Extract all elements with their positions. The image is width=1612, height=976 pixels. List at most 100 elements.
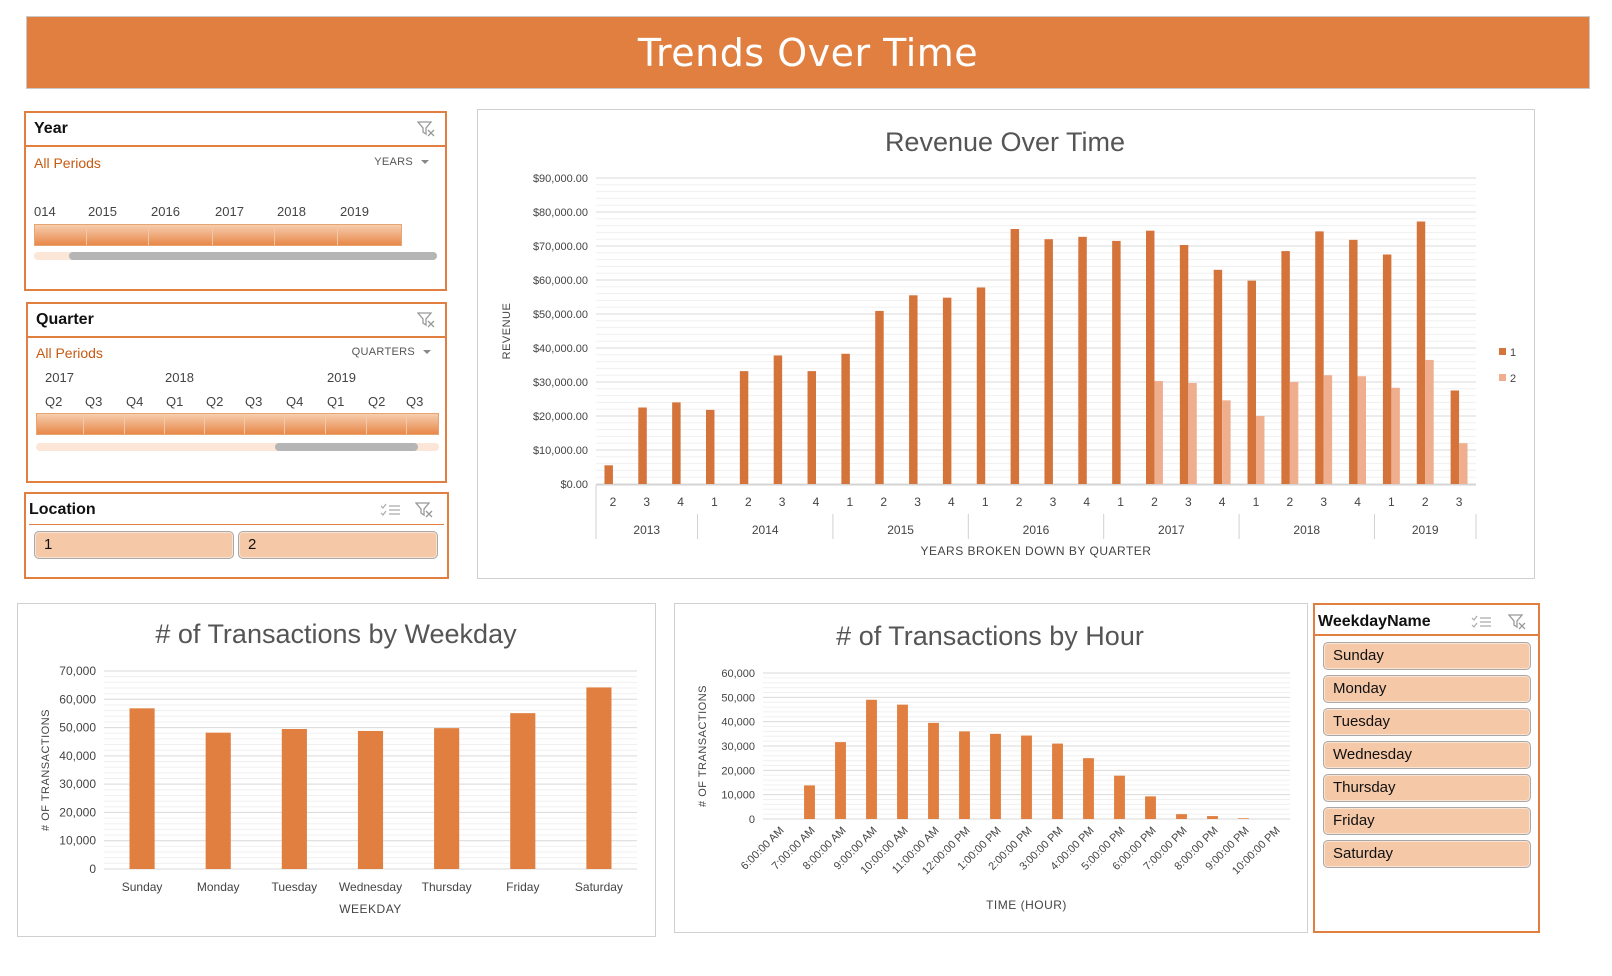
clear-filter-icon[interactable] <box>417 312 435 328</box>
scrollbar-thumb[interactable] <box>69 252 437 260</box>
multi-select-icon[interactable] <box>379 502 401 518</box>
timeline-year-label: 2016 <box>151 204 180 219</box>
revenue-chart: $0.00 $10,000.00 $20,000.00 $30,000.00 $40,0… <box>501 127 1516 558</box>
y-tick-label: 30,000 <box>721 741 755 753</box>
x-group-label: 2013 <box>633 523 660 537</box>
timeline-selection-bar[interactable] <box>36 413 439 435</box>
x-tick-label: 3 <box>914 495 921 509</box>
y-tick-label: 50,000 <box>721 692 755 704</box>
bar-series-1 <box>1044 239 1053 484</box>
year-slicer[interactable]: Year All Periods YEARS 014 2015 2016 201… <box>24 111 447 291</box>
weekday-item-wednesday[interactable]: Wednesday <box>1323 741 1531 769</box>
bar-value <box>990 733 1001 819</box>
bar-value <box>804 785 815 819</box>
bar-series-1 <box>1213 269 1223 484</box>
bar-series-1 <box>976 287 986 484</box>
x-tick-label: 4 <box>1083 495 1090 509</box>
location-slicer[interactable]: Location 1 2 <box>24 492 449 579</box>
weekday-item-friday[interactable]: Friday <box>1323 807 1531 835</box>
timeline-year-label: 2019 <box>340 204 369 219</box>
weekday-item-tuesday[interactable]: Tuesday <box>1323 708 1531 736</box>
timeline-scrollbar[interactable] <box>36 443 439 451</box>
y-tick-label: 0 <box>749 814 755 826</box>
y-tick-label: $0.00 <box>560 479 588 491</box>
weekday-chart: 0 10,000 20,000 30,000 40,000 50,000 60,000 70,… <box>40 619 637 916</box>
bar-value <box>129 708 155 869</box>
bar-series-1 <box>1416 221 1426 484</box>
y-tick-label: 60,000 <box>59 692 96 706</box>
location-slicer-header: Location <box>26 494 447 525</box>
x-tick-label: Friday <box>506 880 539 894</box>
legend-label: 1 <box>1510 347 1516 359</box>
weekday-slicer[interactable]: WeekdayName Sunday Monday Tuesday Wednes… <box>1313 603 1540 933</box>
legend-label: 2 <box>1510 373 1516 385</box>
year-slicer-title: Year <box>34 120 68 137</box>
hour-chart: 0 10,000 20,000 30,000 40,000 50,000 60,000 # o… <box>697 621 1290 912</box>
weekday-slicer-header: WeekdayName <box>1315 605 1538 636</box>
bar-value <box>510 713 536 869</box>
weekday-item-thursday[interactable]: Thursday <box>1323 774 1531 802</box>
timeline-quarter-label: Q4 <box>126 394 144 409</box>
location-item-2[interactable]: 2 <box>238 531 438 559</box>
legend-swatch <box>1499 374 1506 381</box>
chart-title: # of Transactions by Weekday <box>155 619 517 649</box>
bar-series-1 <box>773 355 783 484</box>
x-tick-label: 1 <box>982 495 989 509</box>
bar-value <box>866 699 877 819</box>
x-tick-label: 3 <box>779 495 786 509</box>
bar-series-1 <box>1179 244 1189 484</box>
clear-filter-icon[interactable] <box>417 121 435 137</box>
y-tick-label: 40,000 <box>721 717 755 729</box>
x-group-label: 2015 <box>887 523 914 537</box>
timeline-quarter-label: Q3 <box>406 394 424 409</box>
bar-series-1 <box>1281 251 1290 484</box>
bar-series-1 <box>739 371 749 484</box>
y-axis-title: # OF TRANSACTIONS <box>697 685 709 807</box>
bar-value <box>1083 758 1094 819</box>
quarter-slicer[interactable]: Quarter All Periods QUARTERS 2017 2018 2… <box>26 302 447 483</box>
y-tick-label: $10,000.00 <box>533 445 588 457</box>
timeline-quarter-label: Q1 <box>327 394 345 409</box>
weekday-item-saturday[interactable]: Saturday <box>1323 840 1531 868</box>
timeline-selection-bar[interactable] <box>34 224 402 246</box>
bar-value <box>434 728 460 869</box>
x-group-label: 2019 <box>1412 523 1439 537</box>
multi-select-icon[interactable] <box>1470 614 1492 630</box>
y-tick-label: $70,000.00 <box>533 241 588 253</box>
y-tick-label: $30,000.00 <box>533 377 588 389</box>
x-tick-label: 1 <box>847 495 854 509</box>
timeline-year-label: 2018 <box>277 204 306 219</box>
bar-series-1 <box>604 465 613 484</box>
scrollbar-thumb[interactable] <box>275 443 418 451</box>
bar-series-1 <box>1315 231 1324 484</box>
time-level-dropdown[interactable]: QUARTERS <box>352 346 431 358</box>
hour-chart-panel: 0 10,000 20,000 30,000 40,000 50,000 60,000 # o… <box>674 603 1308 933</box>
y-tick-label: $50,000.00 <box>533 309 588 321</box>
x-tick-label: 3 <box>1050 495 1057 509</box>
clear-filter-icon[interactable] <box>415 502 433 518</box>
x-tick-label: Tuesday <box>272 880 318 894</box>
timeline-scrollbar[interactable] <box>34 252 437 260</box>
clear-filter-icon[interactable] <box>1508 614 1526 630</box>
x-tick-label: 3 <box>1185 495 1192 509</box>
time-level-dropdown[interactable]: YEARS <box>374 156 429 168</box>
y-tick-label: 20,000 <box>721 765 755 777</box>
bar-value <box>1021 735 1032 819</box>
x-tick-label: 2 <box>745 495 752 509</box>
x-tick-label: 3 <box>643 495 650 509</box>
bar-value <box>1238 818 1249 819</box>
location-item-1[interactable]: 1 <box>34 531 234 559</box>
timeline-year-label: 2015 <box>88 204 117 219</box>
y-tick-label: $60,000.00 <box>533 275 588 287</box>
x-tick-label: 3 <box>1320 495 1327 509</box>
weekday-item-sunday[interactable]: Sunday <box>1323 642 1531 670</box>
bar-value <box>586 687 612 869</box>
weekday-item-monday[interactable]: Monday <box>1323 675 1531 703</box>
bar-series-1 <box>1247 280 1256 484</box>
revenue-chart-panel: $0.00 $10,000.00 $20,000.00 $30,000.00 $40,0… <box>477 109 1535 579</box>
x-tick-label: 2 <box>610 495 617 509</box>
page-title: Trends Over Time <box>637 31 979 75</box>
bar-series-2 <box>1425 359 1434 484</box>
bar-series-1 <box>706 409 715 484</box>
bar-value <box>1207 816 1218 819</box>
